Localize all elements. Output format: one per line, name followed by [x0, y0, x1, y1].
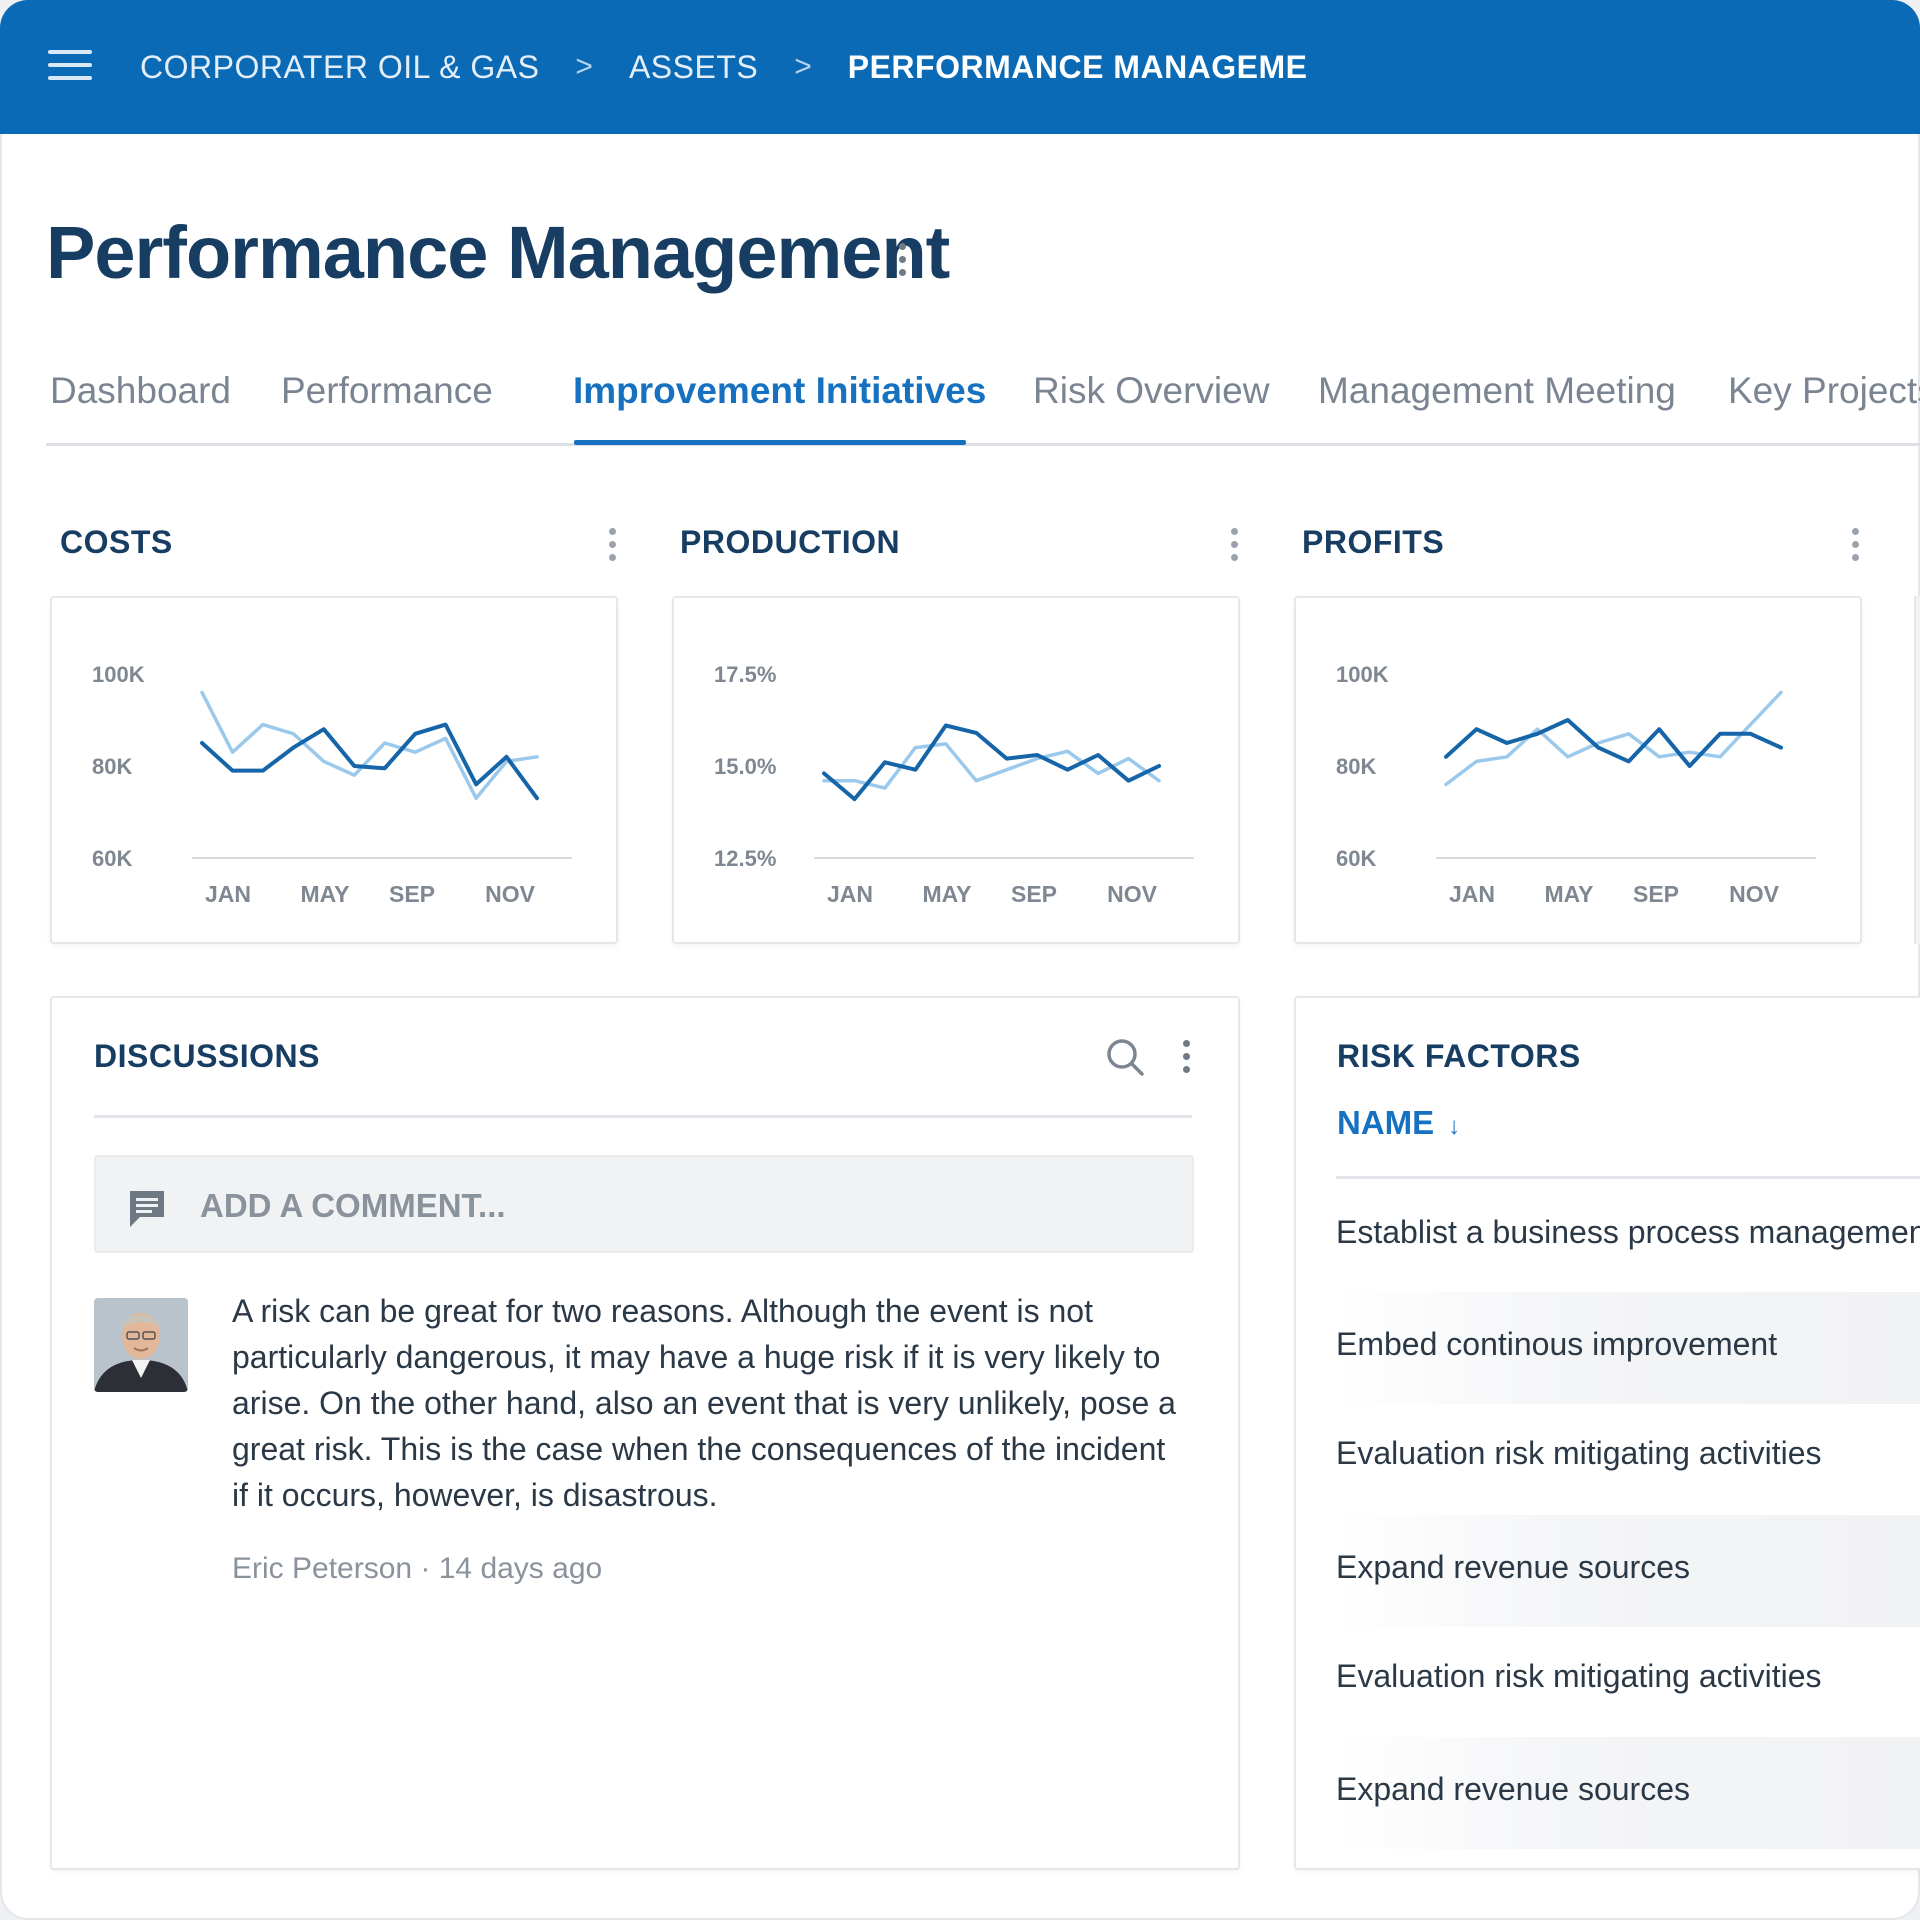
profits-chart-title: PROFITS — [1302, 524, 1445, 560]
discussions-divider — [94, 1115, 1192, 1118]
y-tick-label: 100K — [1336, 662, 1389, 687]
y-tick-label: 12.5% — [714, 846, 776, 871]
y-tick-label: 60K — [92, 846, 132, 871]
arrow-down-icon: ↓ — [1448, 1113, 1461, 1140]
page-title: Performance Management — [46, 211, 950, 294]
y-tick-label: 17.5% — [714, 662, 776, 687]
comment-icon — [130, 1191, 164, 1227]
costs-more-options-icon[interactable] — [609, 528, 616, 561]
production-chart: 17.5% 15.0% 12.5% JAN MAY SEP NOV — [714, 662, 1194, 907]
comment-meta: Eric Peterson · 14 days ago — [232, 1552, 603, 1585]
series-line — [822, 742, 1161, 790]
x-tick-label: NOV — [485, 881, 536, 907]
tab-bar: Dashboard Performance Improvement Initia… — [46, 360, 1920, 446]
tab-key-projects[interactable]: Key Projects — [1728, 370, 1920, 411]
risk-row[interactable]: Embed continous improvement — [1336, 1292, 1920, 1404]
series-line — [1444, 690, 1783, 787]
page-more-options-icon[interactable] — [899, 243, 906, 276]
x-tick-label: JAN — [1449, 881, 1495, 907]
active-tab-indicator — [574, 440, 966, 445]
profits-chart: 100K 80K 60K JAN MAY SEP NOV — [1336, 662, 1816, 907]
discussions-title: DISCUSSIONS — [94, 1038, 320, 1074]
series-line — [200, 690, 539, 800]
risk-row-name: Embed continous improvement — [1336, 1326, 1778, 1362]
y-tick-label: 15.0% — [714, 754, 776, 779]
menu-icon[interactable] — [48, 50, 92, 82]
tab-management-meeting[interactable]: Management Meeting — [1318, 370, 1676, 411]
discussions-more-options-icon[interactable] — [1183, 1040, 1190, 1073]
x-tick-label: SEP — [389, 881, 435, 907]
tab-risk-overview[interactable]: Risk Overview — [1033, 370, 1270, 411]
risk-header-divider — [1336, 1176, 1920, 1179]
discussions-panel — [50, 996, 1240, 1870]
series-line — [200, 722, 539, 801]
x-tick-label: SEP — [1011, 881, 1057, 907]
breadcrumb-item-assets[interactable]: ASSETS — [628, 48, 759, 85]
costs-chart-card: 100K 80K 60K JAN MAY SEP NOV — [50, 596, 618, 944]
x-tick-label: MAY — [1545, 881, 1594, 907]
name-column-label: NAME — [1337, 1104, 1435, 1141]
series-line — [1444, 718, 1783, 768]
tab-improvement-initiatives[interactable]: Improvement Initiatives — [573, 370, 987, 411]
tab-dashboard[interactable]: Dashboard — [50, 370, 232, 411]
risk-row-name: Expand revenue sources — [1336, 1771, 1690, 1807]
x-tick-label: NOV — [1729, 881, 1780, 907]
x-tick-label: JAN — [205, 881, 251, 907]
y-tick-label: 80K — [92, 754, 132, 779]
risk-row[interactable]: Evaluation risk mitigating activities — [1336, 1624, 1920, 1736]
next-chart-card-edge — [1914, 596, 1920, 944]
risk-row-name: Establist a business process management — [1336, 1214, 1920, 1250]
risk-factors-panel — [1294, 996, 1920, 1870]
comment-placeholder: ADD A COMMENT... — [200, 1187, 506, 1224]
risk-row[interactable]: Evaluation risk mitigating activities — [1336, 1401, 1920, 1513]
y-tick-label: 100K — [92, 662, 145, 687]
risk-row-name: Evaluation risk mitigating activities — [1336, 1658, 1822, 1694]
risk-row-name: Evaluation risk mitigating activities — [1336, 1435, 1822, 1471]
breadcrumb-item-company[interactable]: CORPORATER OIL & GAS — [140, 48, 540, 85]
name-column-header[interactable]: NAME ↓ — [1337, 1104, 1460, 1142]
x-tick-label: NOV — [1107, 881, 1158, 907]
x-tick-label: JAN — [827, 881, 873, 907]
user-portrait-icon — [94, 1298, 188, 1392]
costs-chart-title: COSTS — [60, 524, 173, 560]
production-chart-title: PRODUCTION — [680, 524, 901, 560]
risk-row[interactable]: Expand revenue sources — [1336, 1515, 1920, 1627]
production-chart-card: 17.5% 15.0% 12.5% JAN MAY SEP NOV — [672, 596, 1240, 944]
tab-performance[interactable]: Performance — [281, 370, 493, 411]
chevron-right-icon: > — [794, 50, 812, 83]
avatar — [94, 1298, 188, 1392]
risk-row-name: Expand revenue sources — [1336, 1549, 1690, 1585]
comment-text: A risk can be great for two reasons. Alt… — [232, 1293, 1176, 1513]
production-more-options-icon[interactable] — [1231, 528, 1238, 561]
x-tick-label: SEP — [1633, 881, 1679, 907]
x-tick-label: MAY — [301, 881, 350, 907]
risk-row[interactable]: Expand revenue sources — [1336, 1737, 1920, 1849]
comment-input[interactable]: ADD A COMMENT... — [94, 1155, 1194, 1253]
profits-more-options-icon[interactable] — [1852, 528, 1859, 561]
breadcrumb-item-current: PERFORMANCE MANAGEME — [847, 48, 1308, 85]
search-icon[interactable] — [1104, 1036, 1146, 1078]
risk-row[interactable]: Establist a business process management — [1336, 1180, 1920, 1292]
series-line — [822, 723, 1161, 802]
costs-chart: 100K 80K 60K JAN MAY SEP NOV — [92, 662, 572, 907]
y-tick-label: 80K — [1336, 754, 1376, 779]
chevron-right-icon: > — [575, 50, 593, 83]
profits-chart-card: 100K 80K 60K JAN MAY SEP NOV — [1294, 596, 1862, 944]
y-tick-label: 60K — [1336, 846, 1376, 871]
breadcrumb: CORPORATER OIL & GAS > ASSETS > PERFORMA… — [140, 44, 1308, 90]
risk-factors-title: RISK FACTORS — [1337, 1038, 1581, 1074]
top-bar: CORPORATER OIL & GAS > ASSETS > PERFORMA… — [0, 0, 1920, 134]
x-tick-label: MAY — [923, 881, 972, 907]
